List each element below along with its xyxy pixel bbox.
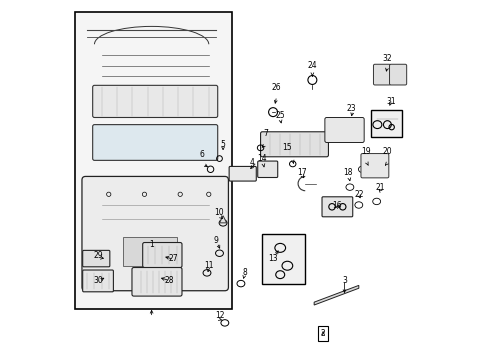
- Text: 8: 8: [242, 268, 246, 277]
- Text: 31: 31: [386, 97, 395, 106]
- Text: 22: 22: [353, 190, 363, 199]
- Text: 27: 27: [168, 254, 178, 263]
- FancyBboxPatch shape: [389, 64, 406, 85]
- Text: 24: 24: [307, 61, 317, 70]
- Text: 17: 17: [296, 168, 306, 177]
- Text: 21: 21: [375, 183, 384, 192]
- FancyBboxPatch shape: [82, 270, 113, 292]
- Text: 28: 28: [164, 275, 174, 284]
- Text: 1: 1: [149, 240, 154, 249]
- Text: 7: 7: [263, 129, 268, 138]
- FancyBboxPatch shape: [132, 267, 182, 296]
- Text: 2: 2: [320, 329, 325, 338]
- Polygon shape: [313, 285, 358, 305]
- Text: 19: 19: [361, 147, 370, 156]
- Text: 14: 14: [257, 154, 266, 163]
- Text: 12: 12: [214, 311, 224, 320]
- Text: 10: 10: [214, 208, 224, 217]
- Text: 23: 23: [346, 104, 356, 113]
- FancyBboxPatch shape: [360, 154, 388, 178]
- Text: 29: 29: [93, 251, 102, 260]
- Text: 20: 20: [382, 147, 391, 156]
- FancyBboxPatch shape: [229, 166, 256, 181]
- Text: 16: 16: [332, 201, 342, 210]
- FancyBboxPatch shape: [93, 125, 217, 160]
- Text: 6: 6: [199, 150, 203, 159]
- Text: 11: 11: [203, 261, 213, 270]
- Text: 9: 9: [213, 236, 218, 245]
- FancyBboxPatch shape: [324, 117, 364, 143]
- Text: 4: 4: [249, 158, 254, 167]
- Bar: [262, 234, 305, 284]
- FancyBboxPatch shape: [142, 243, 182, 267]
- FancyBboxPatch shape: [373, 64, 390, 85]
- Text: 30: 30: [93, 275, 102, 284]
- FancyBboxPatch shape: [93, 85, 217, 117]
- Polygon shape: [219, 216, 226, 223]
- Text: 32: 32: [382, 54, 391, 63]
- Text: 15: 15: [282, 143, 292, 152]
- Text: 3: 3: [342, 275, 346, 284]
- Bar: [75, 12, 231, 309]
- FancyBboxPatch shape: [257, 161, 277, 177]
- Text: 26: 26: [271, 83, 281, 92]
- Text: 25: 25: [275, 111, 285, 120]
- Bar: [317, 327, 328, 341]
- Text: 13: 13: [268, 254, 277, 263]
- FancyBboxPatch shape: [322, 197, 352, 217]
- FancyBboxPatch shape: [260, 132, 328, 157]
- Bar: [123, 237, 176, 266]
- FancyBboxPatch shape: [82, 176, 228, 291]
- Text: 5: 5: [220, 140, 225, 149]
- Text: 18: 18: [343, 168, 352, 177]
- Bar: [370, 111, 401, 137]
- FancyBboxPatch shape: [82, 250, 110, 267]
